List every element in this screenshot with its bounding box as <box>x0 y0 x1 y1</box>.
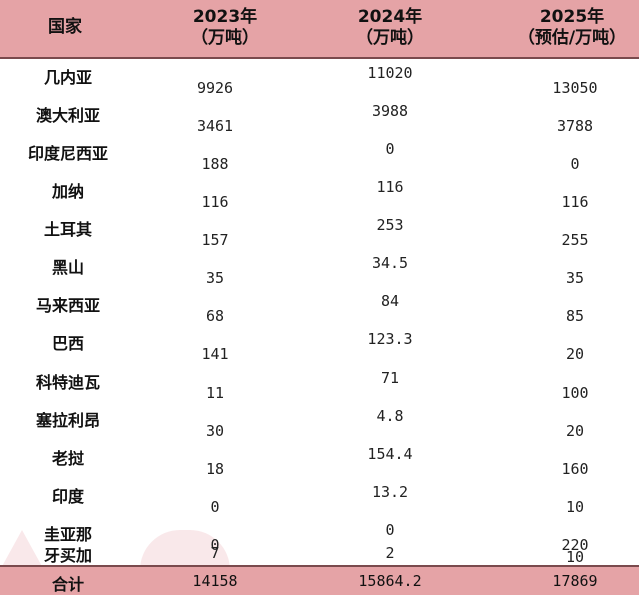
header-2024-year: 2024年 <box>357 7 423 27</box>
value-2024: 34.5 <box>371 254 409 272</box>
value-2025: 10 <box>565 548 585 566</box>
value-2023: 18 <box>205 460 225 478</box>
header-2023: 2023年 （万吨） <box>150 7 300 49</box>
value-2024: 11020 <box>367 64 413 82</box>
value-2023: 30 <box>205 422 225 440</box>
table-row: 圭亚那 0 0 220 <box>0 516 639 554</box>
table-row: 澳大利亚 3461 3988 3788 <box>0 97 639 135</box>
value-2024: 0 <box>385 521 395 539</box>
value-2025: 85 <box>565 307 585 325</box>
value-2025: 220 <box>561 536 589 554</box>
value-2024: 2 <box>385 544 395 562</box>
header-2025: 2025年 （预估/万吨） <box>505 7 639 49</box>
value-2025: 10 <box>565 498 585 516</box>
country-cell: 黑山 <box>51 258 84 277</box>
country-cell: 几内亚 <box>43 68 92 87</box>
value-2025: 100 <box>561 384 589 402</box>
table-row: 马来西亚 68 84 85 <box>0 287 639 325</box>
header-2024-unit: （万吨） <box>356 28 424 48</box>
header-2023-year: 2023年 <box>192 7 258 27</box>
value-2023: 0 <box>210 498 220 516</box>
table-row: 加纳 116 116 116 <box>0 173 639 211</box>
value-2023: 141 <box>201 345 229 363</box>
value-2023: 7 <box>210 544 220 562</box>
value-2025: 13050 <box>552 79 598 97</box>
value-2025: 0 <box>570 155 580 173</box>
value-2025: 160 <box>561 460 589 478</box>
value-2025: 3788 <box>556 117 594 135</box>
country-cell: 老挝 <box>51 449 84 468</box>
country-cell: 塞拉利昂 <box>35 411 100 430</box>
value-2024: 0 <box>385 140 395 158</box>
total-2023: 14158 <box>192 572 238 590</box>
table-row: 几内亚 9926 11020 13050 <box>0 59 639 97</box>
value-2023: 11 <box>205 384 225 402</box>
value-2023: 3461 <box>196 117 234 135</box>
value-2023: 116 <box>201 193 229 211</box>
value-2023: 68 <box>205 307 225 325</box>
table-row: 印度 0 13.2 10 <box>0 478 639 516</box>
country-cell: 印度尼西亚 <box>27 144 108 163</box>
value-2025: 20 <box>565 345 585 363</box>
table-row: 老挝 18 154.4 160 <box>0 440 639 478</box>
country-cell: 圭亚那 <box>43 525 92 544</box>
value-2024: 123.3 <box>367 330 413 348</box>
table-body: 几内亚 9926 11020 13050 澳大利亚 3461 3988 3788 印度尼西亚 18… <box>0 59 639 566</box>
header-2025-year: 2025年 <box>539 7 605 27</box>
header-2023-unit: （万吨） <box>191 28 259 48</box>
value-2024: 3988 <box>371 102 409 120</box>
country-cell: 科特迪瓦 <box>35 373 100 392</box>
value-2023: 157 <box>201 231 229 249</box>
value-2023: 35 <box>205 269 225 287</box>
country-cell: 澳大利亚 <box>35 106 100 125</box>
value-2024: 84 <box>380 292 400 310</box>
value-2024: 13.2 <box>371 483 409 501</box>
value-2023: 9926 <box>196 79 234 97</box>
value-2023: 0 <box>210 536 220 554</box>
table-row: 塞拉利昂 30 4.8 20 <box>0 402 639 440</box>
value-2023: 188 <box>201 155 229 173</box>
total-2025: 17869 <box>552 572 598 590</box>
table-row: 黑山 35 34.5 35 <box>0 249 639 287</box>
country-cell: 马来西亚 <box>35 296 100 315</box>
country-cell: 土耳其 <box>43 220 92 239</box>
country-cell: 印度 <box>51 487 84 506</box>
value-2024: 116 <box>376 178 404 196</box>
header-2024: 2024年 （万吨） <box>300 7 480 49</box>
header-2025-unit: （预估/万吨） <box>517 28 627 48</box>
value-2025: 255 <box>561 231 589 249</box>
total-2024: 15864.2 <box>358 572 422 590</box>
value-2024: 253 <box>376 216 404 234</box>
table-header: 国家 2023年 （万吨） 2024年 （万吨） 2025年 （预估/万吨） <box>0 0 639 59</box>
value-2025: 35 <box>565 269 585 287</box>
table-row: 印度尼西亚 188 0 0 <box>0 135 639 173</box>
table-total-row: 合计 14158 15864.2 17869 <box>0 565 639 595</box>
country-cell: 牙买加 <box>43 546 92 565</box>
country-cell: 巴西 <box>51 334 84 353</box>
table-row: 科特迪瓦 11 71 100 <box>0 364 639 402</box>
table-row: 土耳其 157 253 255 <box>0 211 639 249</box>
value-2024: 154.4 <box>367 445 413 463</box>
value-2024: 4.8 <box>376 407 404 425</box>
value-2025: 116 <box>561 193 589 211</box>
header-country: 国家 <box>48 17 82 37</box>
table-row: 牙买加 7 2 10 <box>0 542 639 580</box>
country-cell: 加纳 <box>51 182 84 201</box>
value-2025: 20 <box>565 422 585 440</box>
value-2024: 71 <box>380 369 400 387</box>
table-row: 巴西 141 123.3 20 <box>0 325 639 363</box>
total-label: 合计 <box>51 575 84 594</box>
